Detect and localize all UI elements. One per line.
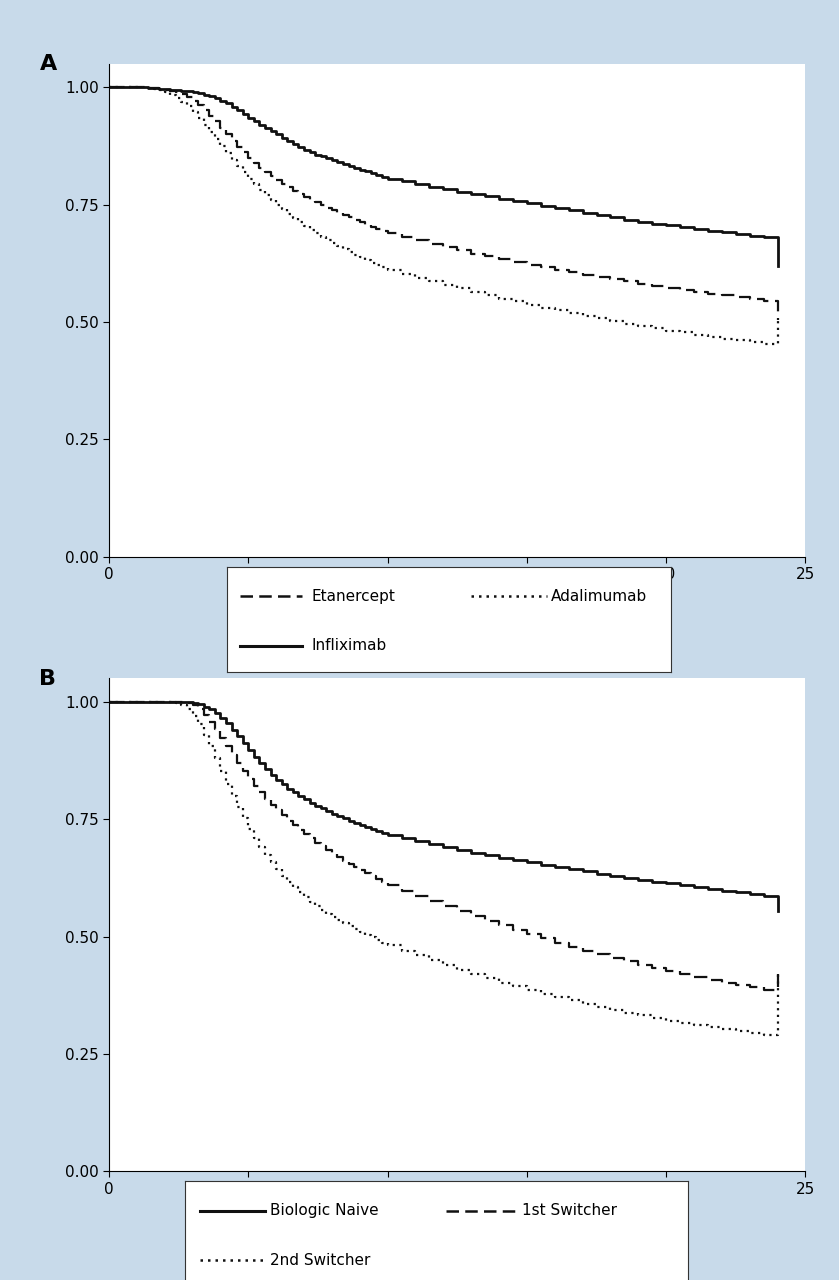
Text: B: B <box>39 668 56 689</box>
Text: 1st Switcher: 1st Switcher <box>522 1203 617 1219</box>
Text: Biologic Naive: Biologic Naive <box>270 1203 378 1219</box>
Text: 2nd Switcher: 2nd Switcher <box>270 1253 371 1267</box>
X-axis label: Months from Initiation: Months from Initiation <box>366 588 549 605</box>
Text: Etanercept: Etanercept <box>311 589 395 604</box>
Text: Infliximab: Infliximab <box>311 639 386 653</box>
Text: A: A <box>39 54 57 74</box>
Text: Adalimumab: Adalimumab <box>551 589 648 604</box>
X-axis label: Months from Initiation: Months from Initiation <box>366 1202 549 1220</box>
